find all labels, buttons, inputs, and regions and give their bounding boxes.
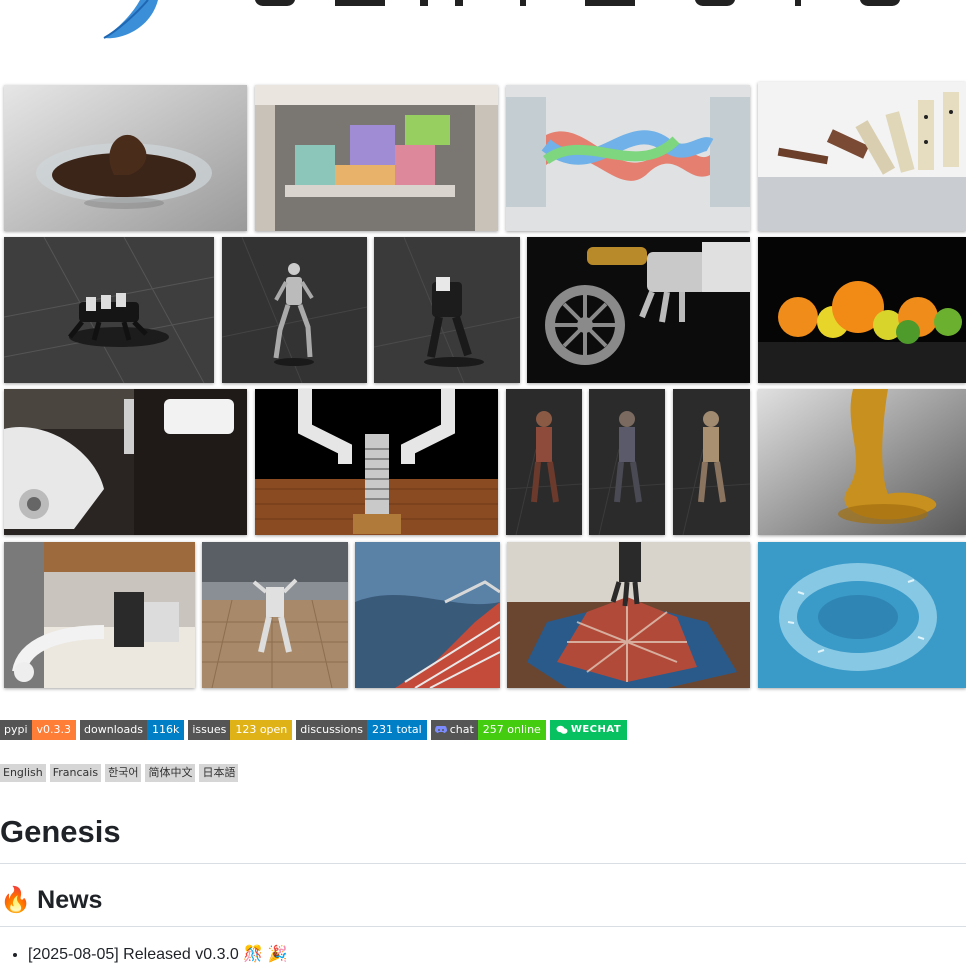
lang-french[interactable]: Francais <box>49 764 102 782</box>
badge-label: pypi <box>0 720 32 740</box>
tile-faucet-robot-arm <box>4 389 247 535</box>
divider <box>0 926 966 927</box>
tile-water-stairs <box>355 542 500 688</box>
tile-cloth-hand <box>507 542 750 688</box>
news-list: [2025-08-05] Released v0.3.0 🎊 🎉 <box>28 944 288 964</box>
badge-value: v0.3.3 <box>31 720 77 740</box>
page-title: Genesis <box>0 814 121 849</box>
lang-japanese[interactable]: 日本語 <box>199 764 239 782</box>
tile-character-1 <box>506 389 582 535</box>
tile-character-2 <box>589 389 665 535</box>
news-heading: 🔥 News <box>0 886 102 915</box>
demo-gallery <box>0 80 966 692</box>
tile-tetris-blocks <box>255 85 498 231</box>
chat-badge[interactable]: chat 257 online <box>430 720 546 740</box>
divider <box>0 863 966 864</box>
lang-english[interactable]: English <box>0 764 46 782</box>
tile-character-3 <box>673 389 750 535</box>
wechat-label: WECHAT <box>570 724 622 735</box>
tile-kitchen-robot-arm <box>4 542 195 688</box>
wechat-badge-body: WECHAT <box>549 720 628 740</box>
badge-label: chat <box>430 720 478 740</box>
tile-fruits <box>758 237 966 383</box>
wechat-badge[interactable]: WECHAT <box>549 720 628 740</box>
language-switcher: English Francais 한국어 简体中文 日本語 <box>0 764 239 782</box>
lang-chinese[interactable]: 简体中文 <box>145 764 196 782</box>
badge-value: 123 open <box>230 720 293 740</box>
tile-fish-school <box>758 542 966 688</box>
logo-wordmark <box>255 0 900 7</box>
issues-badge[interactable]: issues 123 open <box>188 720 293 740</box>
badge-value: 257 online <box>477 720 546 740</box>
list-item: [2025-08-05] Released v0.3.0 🎊 🎉 <box>28 944 288 964</box>
pypi-badge[interactable]: pypi v0.3.3 <box>0 720 77 740</box>
tile-twisted-rope <box>506 85 750 231</box>
tile-quadruped-robot <box>4 237 214 383</box>
news-heading-text: News <box>37 886 103 914</box>
badge-label: downloads <box>80 720 147 740</box>
badge-label: discussions <box>296 720 368 740</box>
badge-value: 231 total <box>367 720 427 740</box>
tile-chocolate-bowl <box>4 85 247 231</box>
tile-dominoes <box>758 82 966 231</box>
badge-row: pypi v0.3.3 downloads 116k issues 123 op… <box>0 720 628 740</box>
tile-humanoid-robot-1 <box>222 237 367 383</box>
lang-korean[interactable]: 한국어 <box>105 764 142 782</box>
badge-label: issues <box>188 720 231 740</box>
chat-label: chat <box>449 723 474 736</box>
badge-value: 116k <box>146 720 185 740</box>
downloads-badge[interactable]: downloads 116k <box>80 720 185 740</box>
discussions-badge[interactable]: discussions 231 total <box>296 720 427 740</box>
fire-icon: 🔥 <box>0 886 32 914</box>
tile-gear-robot-hand <box>527 237 750 383</box>
tile-honey <box>758 389 966 535</box>
tile-humanoid-robot-2 <box>374 237 520 383</box>
tile-stadium-robot <box>202 542 348 688</box>
logo-banner <box>0 0 966 60</box>
feather-logo-icon <box>103 0 158 39</box>
discord-icon <box>434 726 447 733</box>
tile-gripper-bolt <box>255 389 498 535</box>
wechat-icon <box>556 725 568 734</box>
